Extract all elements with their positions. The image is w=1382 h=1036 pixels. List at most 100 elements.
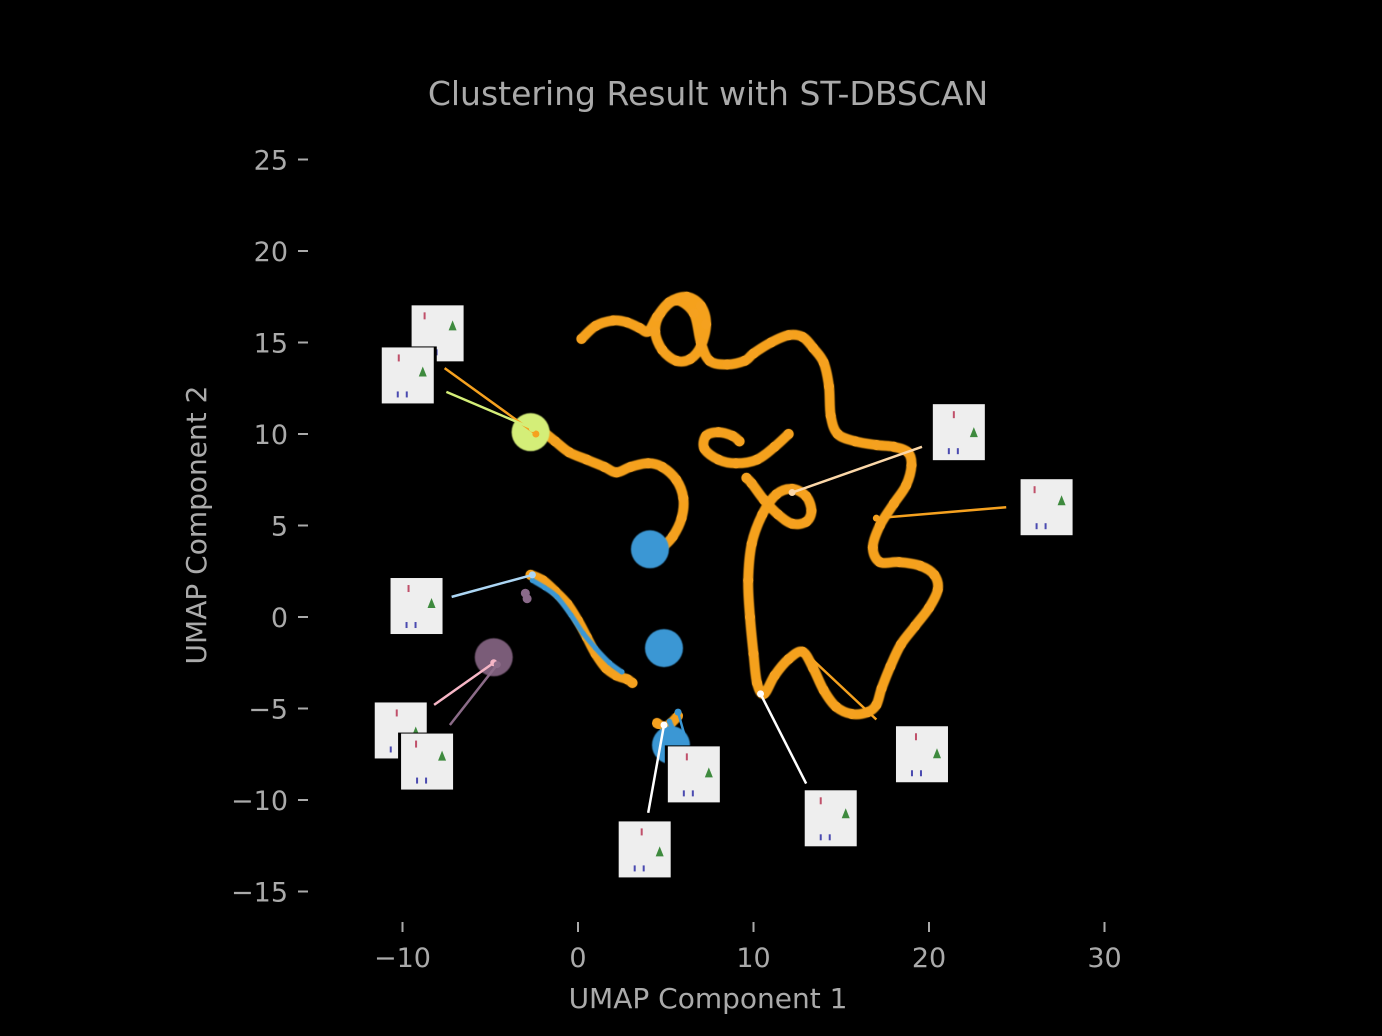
y-tick-label: 0	[271, 603, 288, 634]
series-2-point	[564, 447, 575, 458]
annotation-point	[528, 425, 536, 433]
series-0-point	[657, 344, 668, 355]
series-1-point	[783, 429, 794, 439]
x-tick-label: 0	[569, 943, 586, 974]
series-0-point	[671, 355, 682, 366]
thumbnail-blue-marker	[425, 777, 428, 784]
series-0-point	[757, 509, 768, 520]
series-2-point	[657, 461, 668, 472]
annotation-line	[676, 711, 689, 744]
annotation-point	[660, 721, 668, 729]
series-0-point	[701, 319, 712, 330]
series-0-point	[695, 337, 706, 348]
thumbnail-red-marker	[395, 709, 398, 717]
series-0-point	[741, 472, 752, 483]
series-0-point	[874, 557, 885, 568]
series-3-point	[601, 663, 612, 674]
thumbnail-tree	[704, 767, 713, 778]
series-5-trajectory	[529, 577, 625, 675]
thumbnail-blue-marker	[910, 770, 913, 777]
thumbnail-red-marker	[685, 753, 688, 761]
thumbnail-blue-marker	[1044, 523, 1047, 530]
y-tick-label: 15	[254, 329, 288, 360]
series-0-point	[895, 639, 906, 650]
series-1-point	[713, 454, 724, 465]
x-axis-label: UMAP Component 1	[569, 982, 848, 1015]
series-2-point	[643, 458, 654, 469]
series-3-point	[627, 677, 638, 688]
series-0-point	[752, 677, 763, 688]
annotation-point	[528, 571, 536, 579]
y-tick-label: 10	[254, 420, 288, 451]
annotation-point	[788, 489, 796, 497]
series-0-point	[748, 648, 759, 659]
annotation-thumbnail	[664, 745, 723, 804]
series-5-point	[619, 669, 625, 675]
annotation-line	[448, 663, 499, 726]
series-2-point	[676, 513, 687, 524]
y-axis-label: UMAP Component 2	[180, 386, 213, 665]
annotation-line	[445, 390, 533, 430]
series-0-point	[888, 498, 899, 509]
series-0-point	[808, 342, 819, 353]
series-0-point	[622, 317, 633, 328]
series-0-point	[787, 518, 798, 529]
series-0-point	[909, 621, 920, 632]
series-0-point	[906, 460, 917, 471]
series-0-trajectory	[576, 291, 944, 720]
axis-ticks: −10 0 10 20 30 −15 −10 −5 0 5 10 15 20 25	[231, 146, 1122, 975]
series-0-point	[766, 337, 777, 348]
annotation-thumbnail	[387, 577, 446, 636]
series-2-point	[581, 454, 592, 465]
annotation-point	[872, 514, 880, 522]
chart-title: Clustering Result with ST-DBSCAN	[428, 74, 988, 113]
x-tick-label: 20	[912, 943, 946, 974]
series-0-point	[771, 489, 782, 500]
series-1-point	[730, 458, 741, 469]
y-tick-label: −5	[248, 695, 288, 726]
series-0-point	[634, 322, 645, 333]
series-0-point	[846, 708, 857, 719]
thumbnail-tree	[418, 366, 427, 377]
annotation-point	[532, 430, 540, 438]
series-0-point	[688, 308, 699, 319]
series-2-point	[671, 474, 682, 485]
thumbnail-blue-marker	[691, 790, 694, 797]
series-0-point	[801, 491, 812, 502]
series-0-point	[818, 685, 829, 696]
series-2-point	[625, 461, 636, 472]
annotation-line	[805, 652, 878, 721]
annotation-thumbnail	[398, 732, 457, 791]
series-0-point	[871, 439, 882, 450]
y-tick-label: −15	[231, 878, 288, 909]
series-5-point	[542, 585, 548, 591]
series-0-point	[590, 321, 601, 332]
series-0-point	[608, 315, 619, 326]
series-1-trajectory	[698, 427, 794, 469]
series-0-point	[871, 699, 882, 710]
thumbnail-red-marker	[952, 411, 955, 419]
series-0-point	[744, 612, 755, 622]
thumbnail-tree	[448, 320, 457, 331]
thumbnail-red-marker	[819, 797, 822, 805]
thumbnail-tree	[969, 427, 978, 438]
thumbnail-tree	[1057, 495, 1066, 506]
series-0-point	[769, 670, 780, 681]
series-0-point	[783, 330, 794, 341]
thumbnail-tree	[932, 748, 941, 759]
series-0-point	[894, 557, 905, 568]
x-tick-label: −10	[374, 943, 431, 974]
series-0-point	[773, 509, 784, 520]
series-0-point	[825, 410, 836, 421]
thumbnail-blue-marker	[405, 622, 408, 629]
thumbnail-blue-marker	[642, 865, 645, 872]
thumbnail-tree	[841, 808, 850, 819]
series-1-point	[713, 427, 724, 438]
series-5-point	[554, 594, 560, 600]
series-1-point	[734, 436, 745, 447]
series-6-point	[666, 718, 672, 724]
x-tick-label: 10	[736, 943, 770, 974]
thumbnail-blue-marker	[389, 746, 392, 753]
annotation-point	[757, 690, 765, 698]
